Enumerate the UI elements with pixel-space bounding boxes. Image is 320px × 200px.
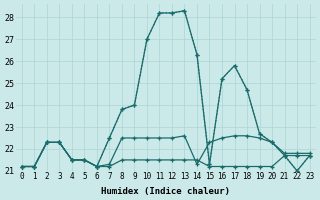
- X-axis label: Humidex (Indice chaleur): Humidex (Indice chaleur): [101, 187, 230, 196]
